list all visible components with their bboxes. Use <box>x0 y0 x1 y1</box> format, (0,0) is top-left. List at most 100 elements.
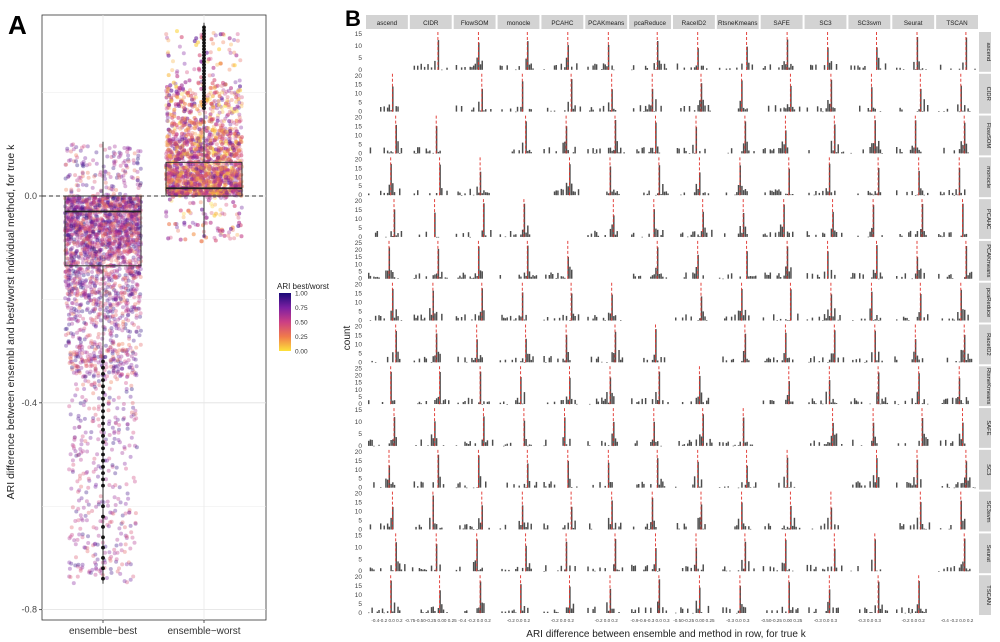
data-point <box>97 423 102 428</box>
data-point <box>64 187 69 192</box>
data-point <box>138 267 143 272</box>
data-point <box>204 143 209 148</box>
data-point <box>131 224 136 229</box>
data-point <box>116 301 121 306</box>
data-point <box>108 253 112 258</box>
data-point <box>67 322 72 327</box>
data-point <box>86 502 91 507</box>
data-point <box>123 266 128 271</box>
data-point <box>221 80 225 85</box>
data-point <box>114 276 118 280</box>
data-point <box>164 214 169 219</box>
data-point <box>192 67 197 72</box>
data-point <box>124 349 129 354</box>
data-point <box>136 325 141 330</box>
data-point <box>85 441 90 446</box>
data-point <box>114 198 119 203</box>
data-point <box>67 287 71 292</box>
data-point <box>66 233 71 238</box>
data-point <box>106 275 111 279</box>
data-point <box>97 197 102 202</box>
data-point <box>117 566 121 571</box>
data-point <box>91 158 96 163</box>
data-point <box>74 275 79 279</box>
data-point <box>120 292 125 297</box>
data-point <box>126 159 131 164</box>
data-point <box>106 201 111 205</box>
data-point <box>108 175 113 179</box>
data-point <box>105 499 110 504</box>
data-point <box>117 267 122 271</box>
data-point <box>69 214 74 219</box>
data-point <box>107 219 112 224</box>
data-point <box>130 321 135 326</box>
data-point <box>94 214 99 219</box>
data-point <box>96 360 101 365</box>
data-point <box>73 449 78 454</box>
data-point <box>101 224 106 228</box>
data-point <box>197 127 202 132</box>
data-point <box>233 80 238 85</box>
data-point <box>93 227 98 232</box>
data-point <box>112 322 117 327</box>
data-point <box>128 262 133 267</box>
data-point <box>120 198 125 202</box>
data-point <box>73 269 78 274</box>
data-point <box>73 291 78 296</box>
data-point <box>128 577 133 582</box>
data-point <box>94 567 99 572</box>
data-point <box>129 239 134 244</box>
data-point <box>135 231 140 236</box>
data-point <box>109 258 114 263</box>
data-point <box>183 237 188 242</box>
data-point <box>73 358 78 363</box>
data-point <box>107 386 112 391</box>
data-point <box>78 526 83 531</box>
data-point <box>120 513 125 518</box>
data-point <box>115 232 120 237</box>
data-point <box>226 233 231 238</box>
data-point <box>63 333 68 337</box>
data-point <box>180 131 185 136</box>
data-point <box>107 483 112 488</box>
data-point <box>135 169 140 174</box>
data-point <box>100 227 105 232</box>
data-point <box>81 283 86 287</box>
data-point <box>134 345 139 350</box>
data-point <box>128 260 133 265</box>
data-point <box>98 318 103 323</box>
data-point <box>80 200 85 205</box>
data-point <box>104 477 108 482</box>
data-point <box>75 364 80 369</box>
data-point <box>103 228 108 233</box>
data-point <box>118 151 123 156</box>
data-point <box>72 159 77 164</box>
data-point <box>104 232 109 237</box>
data-point <box>86 213 91 218</box>
data-point <box>63 279 68 284</box>
data-point <box>94 526 99 531</box>
data-point <box>95 237 100 242</box>
data-point <box>75 214 80 219</box>
data-point <box>132 151 137 156</box>
data-point <box>90 245 95 250</box>
data-point <box>128 345 133 350</box>
data-point <box>93 467 98 472</box>
data-point <box>90 270 94 274</box>
data-point <box>192 191 197 196</box>
data-point <box>88 281 92 286</box>
data-point <box>237 112 242 117</box>
data-point <box>133 212 138 217</box>
data-point <box>74 145 79 150</box>
data-point <box>93 302 98 307</box>
data-point <box>112 144 117 149</box>
data-point <box>69 290 74 295</box>
data-point <box>119 354 124 359</box>
data-point <box>239 125 244 130</box>
data-point <box>115 303 120 308</box>
data-point <box>136 272 141 277</box>
data-point <box>84 308 89 312</box>
data-point <box>88 213 93 218</box>
data-point <box>86 485 91 490</box>
data-point <box>227 36 232 41</box>
